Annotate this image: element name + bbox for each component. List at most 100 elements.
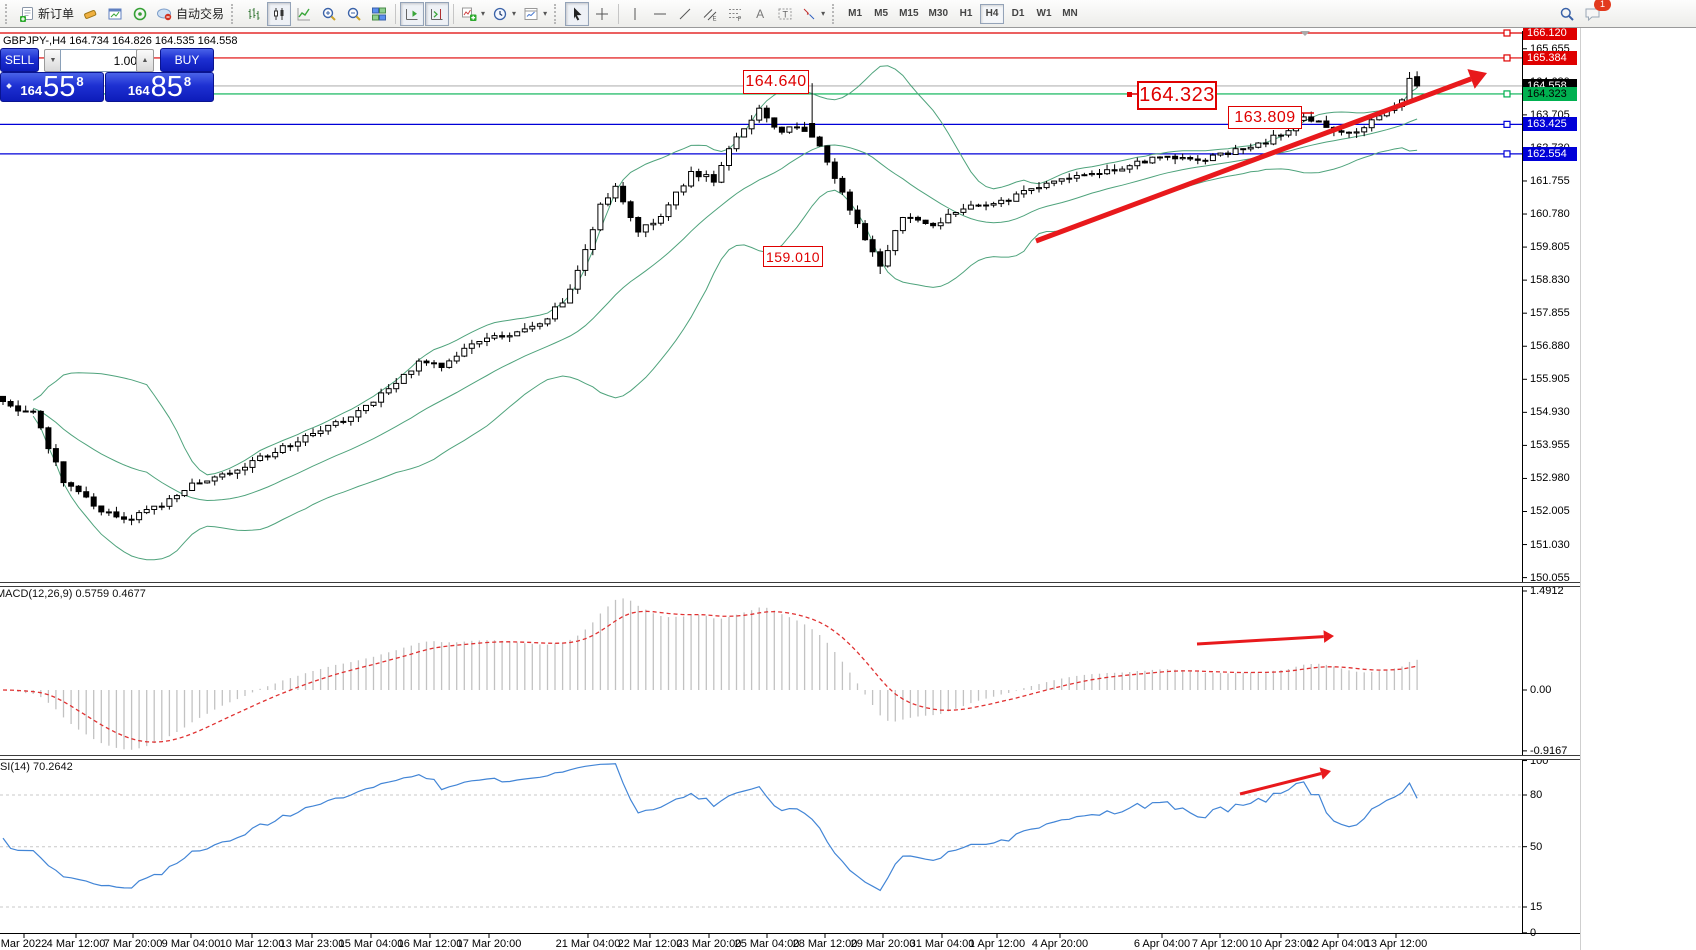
sell-price-button[interactable]: 164 55 8	[0, 72, 104, 102]
timeframe-m15-button[interactable]: M15	[895, 4, 922, 24]
bar-chart-button[interactable]	[242, 2, 266, 26]
svg-text:F: F	[738, 17, 742, 22]
time-axis-label: 17 Mar 20:00	[456, 938, 522, 950]
crosshair-tool-button[interactable]	[590, 2, 614, 26]
tile-windows-icon	[371, 6, 387, 22]
text-label-tool-button[interactable]: T	[773, 2, 797, 26]
notification-badge: 1	[1594, 0, 1611, 11]
buy-button[interactable]: BUY	[160, 48, 214, 72]
autotrading-label: 自动交易	[176, 7, 225, 21]
chart-window-icon	[107, 6, 123, 22]
volume-input[interactable]	[60, 49, 152, 72]
zoom-in-button[interactable]	[317, 2, 341, 26]
tile-windows-button[interactable]	[367, 2, 391, 26]
price-callout[interactable]: 164.640	[743, 70, 809, 94]
timeframe-d1-button[interactable]: D1	[1006, 4, 1030, 24]
line-chart-icon	[296, 6, 312, 22]
timeframe-m1-button[interactable]: M1	[843, 4, 867, 24]
time-axis-label: 9 Mar 04:00	[161, 938, 221, 950]
eraser-button[interactable]	[78, 2, 102, 26]
rsi-axis-label: 0	[1530, 926, 1537, 939]
line-chart-button[interactable]	[292, 2, 316, 26]
sell-button[interactable]: SELL	[0, 48, 39, 72]
price-callout[interactable]: 163.809	[1228, 106, 1302, 129]
price-tick-label: 151.030	[1530, 538, 1570, 551]
time-axis-label: 10 Apr 23:00	[1249, 938, 1313, 950]
toolbar-grip[interactable]	[5, 3, 12, 24]
price-tick-label: 155.905	[1530, 373, 1570, 386]
volume-increase-button[interactable]: ▲	[136, 49, 154, 72]
time-axis-label: 28 Mar 12:00	[792, 938, 858, 950]
rsi-pane-separator[interactable]	[0, 755, 1580, 760]
macd-indicator-label: MACD(12,26,9) 0.5759 0.4677	[0, 588, 146, 600]
signals-icon	[132, 6, 148, 22]
candlestick-chart-button[interactable]	[267, 1, 292, 26]
timeframe-h1-button[interactable]: H1	[954, 4, 978, 24]
templates-button[interactable]: ▾	[520, 2, 550, 26]
time-axis-label: 7 Mar 20:00	[103, 938, 163, 950]
channel-tool-button[interactable]: E	[698, 2, 722, 26]
search-button[interactable]	[1555, 2, 1579, 26]
dropdown-arrow-icon: ▾	[543, 9, 548, 18]
cursor-tool-button[interactable]	[565, 1, 590, 26]
price-callout[interactable]: 164.323	[1137, 81, 1217, 110]
periods-button[interactable]: ▾	[489, 2, 519, 26]
toolbar-grip[interactable]	[554, 3, 561, 24]
dropdown-arrow-icon: ▾	[481, 9, 486, 18]
time-axis-label: 21 Mar 04:00	[555, 938, 621, 950]
price-callout[interactable]: 159.010	[763, 246, 823, 267]
symbol-info-line: GBPJPY-,H4 164.734 164.826 164.535 164.5…	[3, 35, 238, 47]
autotrading-button[interactable]: 自动交易	[153, 2, 227, 26]
auto-scroll-button[interactable]	[400, 1, 425, 26]
eraser-icon	[82, 6, 98, 22]
toolbar-grip[interactable]	[231, 3, 238, 24]
time-axis-label: 22 Mar 12:00	[617, 938, 683, 950]
toolbar: 新订单 自动交易 ▾ ▾ ▾ E F A T ▾ M	[0, 0, 1696, 28]
triangle-down-icon: ▼	[49, 57, 57, 64]
time-axis-label: 16 Mar 12:00	[397, 938, 463, 950]
templates-icon	[523, 6, 539, 22]
horizontal-line-tool-button[interactable]	[648, 2, 672, 26]
arrows-tool-button[interactable]: ▾	[798, 2, 828, 26]
time-axis-label: 7 Apr 12:00	[1191, 938, 1249, 950]
signals-button[interactable]	[128, 2, 152, 26]
level-price-badge: 165.384	[1523, 50, 1577, 65]
time-axis-label: 12 Apr 04:00	[1306, 938, 1370, 950]
timeframe-h4-button[interactable]: H4	[980, 3, 1004, 24]
vertical-line-tool-button[interactable]	[623, 2, 647, 26]
chart-window-button[interactable]	[103, 2, 127, 26]
text-label-icon: T	[777, 6, 793, 22]
arrows-icon	[801, 6, 817, 22]
buy-price-button[interactable]: 164 85 8	[105, 72, 214, 102]
price-tick-label: 156.880	[1530, 340, 1570, 353]
new-order-button[interactable]: 新订单	[16, 2, 77, 26]
timeframe-w1-button[interactable]: W1	[1032, 4, 1056, 24]
chart-shift-button[interactable]	[425, 1, 450, 26]
indicators-button[interactable]: ▾	[458, 2, 488, 26]
triangle-up-icon: ▲	[141, 57, 149, 64]
trendline-tool-button[interactable]	[673, 2, 697, 26]
macd-axis-label: -0.9167	[1530, 744, 1568, 757]
new-order-icon	[19, 6, 35, 22]
macd-pane-separator[interactable]	[0, 582, 1580, 587]
time-axis-label: 10 Mar 12:00	[219, 938, 285, 950]
zoom-out-button[interactable]	[342, 2, 366, 26]
fibonacci-tool-button[interactable]: F	[723, 2, 747, 26]
bar-chart-icon	[246, 6, 262, 22]
timeframe-m5-button[interactable]: M5	[869, 4, 893, 24]
price-tick-label: 159.805	[1530, 241, 1570, 254]
timeframe-group: M1 M5 M15 M30 H1 H4 D1 W1 MN	[843, 3, 1082, 24]
price-tick-label: 161.755	[1530, 174, 1570, 187]
timeframe-m30-button[interactable]: M30	[925, 4, 952, 24]
text-tool-button[interactable]: A	[748, 2, 772, 26]
time-axis-label: Mar 2022	[0, 938, 48, 950]
level-price-badge: 162.554	[1523, 146, 1577, 161]
indicators-icon	[461, 6, 477, 22]
chart-shift-icon	[429, 6, 445, 22]
timeframe-mn-button[interactable]: MN	[1058, 4, 1082, 24]
toolbar-grip[interactable]	[832, 3, 839, 24]
time-axis-label: 15 Mar 04:00	[338, 938, 404, 950]
price-tick-label: 153.955	[1530, 439, 1570, 452]
